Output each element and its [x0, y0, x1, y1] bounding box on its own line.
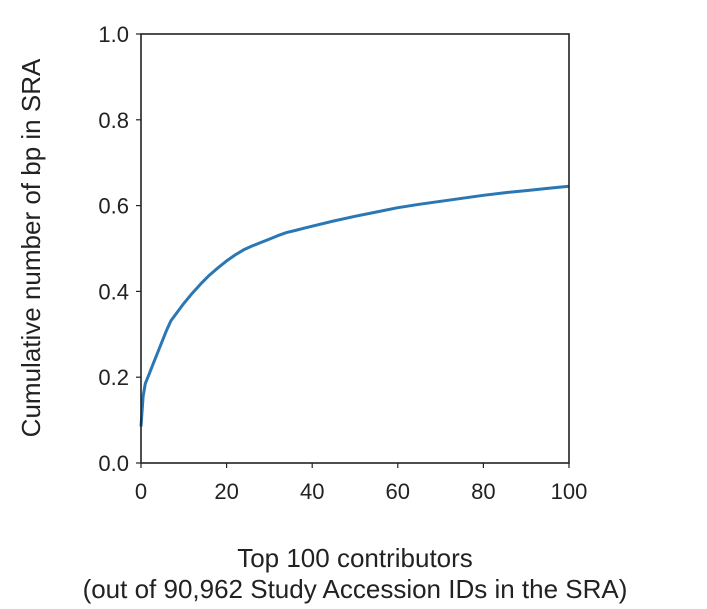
x-axis-label-line1: Top 100 contributors	[237, 543, 473, 573]
x-tick-label: 60	[386, 479, 410, 504]
series-layer	[139, 184, 570, 427]
x-tick-label: 40	[300, 479, 324, 504]
x-tick-label: 20	[214, 479, 238, 504]
y-tick-label: 0.8	[98, 108, 129, 133]
x-tick-label: 80	[471, 479, 495, 504]
y-tick-label: 1.0	[98, 22, 129, 47]
y-axis-label: Cumulative number of bp in SRA	[16, 58, 46, 437]
y-tick-label: 0.0	[98, 451, 129, 476]
x-axis-label-line2: (out of 90,962 Study Accession IDs in th…	[83, 574, 628, 604]
y-tick-label: 0.2	[98, 365, 129, 390]
ticks-layer: 0 20 40 60 80 100 0.0 0.2 0.4 0.6 0.8 1.0	[98, 22, 587, 504]
x-tick-label: 0	[135, 479, 147, 504]
x-tick-label: 100	[551, 479, 588, 504]
series-line	[139, 184, 570, 427]
y-tick-label: 0.4	[98, 279, 129, 304]
plot-frame	[140, 33, 570, 464]
y-tick-label: 0.6	[98, 194, 129, 219]
